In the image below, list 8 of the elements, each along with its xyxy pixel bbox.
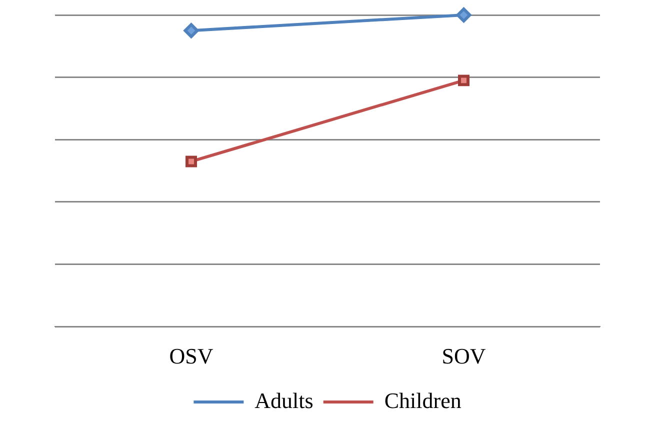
point: [184, 23, 199, 38]
x-tick-label: SOV: [442, 344, 486, 369]
point: [456, 8, 472, 22]
x-tick-label: OSV: [169, 344, 214, 369]
legend-label: Adults: [254, 388, 314, 413]
point: [186, 156, 197, 168]
point: [458, 74, 470, 86]
legend-label: Children: [384, 388, 462, 413]
